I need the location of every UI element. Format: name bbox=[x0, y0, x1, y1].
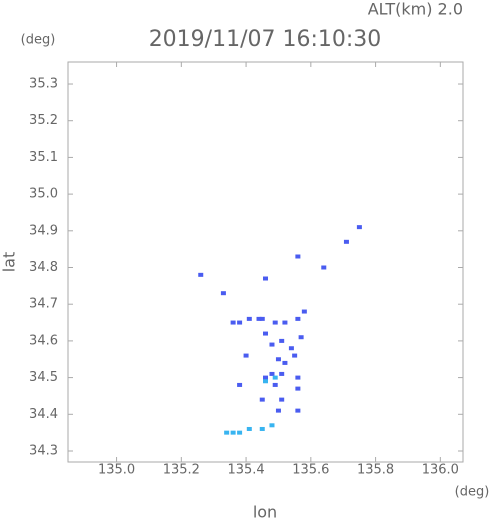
echo-point bbox=[279, 397, 285, 402]
echo-point bbox=[272, 320, 278, 325]
chart-title: 2019/11/07 16:10:30 bbox=[149, 27, 382, 52]
y-tick-label: 35.3 bbox=[29, 77, 58, 92]
echo-point bbox=[275, 357, 281, 362]
echo-point bbox=[321, 265, 327, 270]
y-tick-label: 34.3 bbox=[29, 443, 58, 458]
echo-point bbox=[220, 291, 226, 296]
echo-point bbox=[259, 316, 265, 321]
echo-point bbox=[288, 346, 294, 351]
plot-frame bbox=[67, 61, 464, 463]
echo-point bbox=[263, 276, 268, 281]
echo-point bbox=[282, 320, 288, 325]
y-tick-label: 34.6 bbox=[29, 333, 58, 348]
y-tick-label: 35.2 bbox=[29, 113, 58, 128]
y-tick-label: 34.9 bbox=[29, 223, 58, 238]
echo-point bbox=[243, 353, 249, 358]
echo-point bbox=[263, 375, 268, 380]
y-tick-label: 34.4 bbox=[29, 407, 58, 422]
echo-point bbox=[295, 375, 301, 380]
echo-point bbox=[246, 316, 252, 321]
echo-point bbox=[230, 430, 236, 435]
echo-point bbox=[263, 379, 268, 384]
echo-point bbox=[259, 426, 265, 431]
echo-point bbox=[230, 320, 236, 325]
chart-subtitle: ALT(km) 2.0 bbox=[368, 0, 463, 19]
echo-point bbox=[295, 386, 301, 391]
y-tick-label: 35.1 bbox=[29, 150, 58, 165]
echo-point bbox=[295, 408, 301, 413]
echo-point bbox=[259, 397, 265, 402]
echo-point bbox=[279, 371, 285, 376]
echo-point bbox=[269, 342, 275, 347]
y-tick-label: 34.7 bbox=[29, 297, 58, 312]
echo-point bbox=[198, 272, 204, 277]
echo-point bbox=[356, 225, 362, 230]
echo-point bbox=[269, 423, 275, 428]
x-unit: (deg) bbox=[455, 485, 490, 500]
echo-point bbox=[246, 426, 252, 431]
echo-point bbox=[298, 335, 304, 340]
echo-point bbox=[269, 371, 275, 376]
x-tick-label: 135.8 bbox=[357, 463, 394, 478]
echo-point bbox=[237, 430, 243, 435]
echo-point bbox=[224, 430, 230, 435]
y-tick-label: 34.5 bbox=[29, 370, 58, 385]
x-tick-label: 136.0 bbox=[422, 463, 459, 478]
y-axis-label: lat bbox=[0, 252, 19, 273]
echo-point bbox=[256, 316, 262, 321]
x-tick-label: 135.2 bbox=[163, 463, 200, 478]
x-axis-label: lon bbox=[253, 503, 277, 522]
echo-point bbox=[272, 375, 278, 380]
echo-point bbox=[295, 254, 301, 259]
echo-point bbox=[272, 382, 278, 387]
echo-point bbox=[295, 316, 301, 321]
echo-point bbox=[237, 382, 243, 387]
echo-point bbox=[292, 353, 298, 358]
y-tick-label: 35.0 bbox=[29, 187, 58, 202]
echo-point bbox=[343, 239, 349, 244]
echo-point bbox=[275, 408, 281, 413]
x-tick-label: 135.6 bbox=[292, 463, 329, 478]
x-tick-label: 135.0 bbox=[98, 463, 135, 478]
echo-point bbox=[282, 360, 288, 365]
echo-point bbox=[279, 338, 285, 343]
y-tick-label: 34.8 bbox=[29, 260, 58, 275]
echo-point bbox=[237, 320, 243, 325]
y-unit: (deg) bbox=[21, 33, 56, 48]
echo-point bbox=[263, 331, 268, 336]
echo-point bbox=[301, 309, 307, 314]
x-tick-label: 135.4 bbox=[227, 463, 264, 478]
